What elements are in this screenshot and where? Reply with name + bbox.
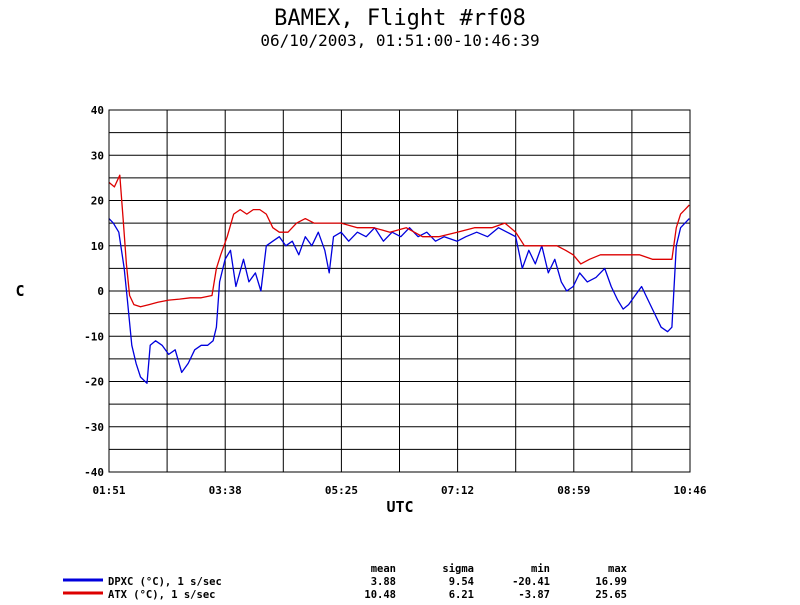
stats-dpxc-min: -20.41 xyxy=(512,576,550,588)
x-axis-label: UTC xyxy=(386,498,413,516)
stats-header-max: max xyxy=(608,563,628,575)
y-tick-label: 40 xyxy=(91,104,104,117)
stats-atx-sigma: 6.21 xyxy=(449,589,474,601)
stats-dpxc-sigma: 9.54 xyxy=(449,576,474,588)
series-line-1 xyxy=(108,174,690,308)
stats-header-min: min xyxy=(531,563,550,575)
y-tick-label: 20 xyxy=(91,195,104,208)
legend-label-dpxc: DPXC (°C), 1 s/sec xyxy=(108,576,222,588)
grid xyxy=(108,109,691,473)
stats-atx-min: -3.87 xyxy=(518,589,550,601)
plot-frame xyxy=(108,109,691,473)
x-tick-label: 03:38 xyxy=(209,484,242,497)
legend-label-atx: ATX (°C), 1 s/sec xyxy=(108,589,215,601)
y-tick-label: 30 xyxy=(91,149,104,162)
stats-header-sigma: sigma xyxy=(442,563,474,575)
y-tick-label: -30 xyxy=(84,421,104,434)
x-tick-label: 08:59 xyxy=(557,484,590,497)
stats-atx-max: 25.65 xyxy=(595,589,627,601)
stats-header-mean: mean xyxy=(371,563,396,575)
stats-dpxc-mean: 3.88 xyxy=(371,576,396,588)
stats-atx-mean: 10.48 xyxy=(364,589,396,601)
chart-subtitle: 06/10/2003, 01:51:00-10:46:39 xyxy=(260,31,539,50)
y-tick-label: 0 xyxy=(97,285,104,298)
y-axis-label: C xyxy=(15,282,24,300)
series-line-0 xyxy=(108,218,690,384)
series-lines xyxy=(108,174,690,384)
y-tick-label: 10 xyxy=(91,240,104,253)
x-axis-ticks: 01:51 03:38 05:25 07:12 08:59 10:46 xyxy=(92,484,706,497)
y-tick-label: -10 xyxy=(84,330,104,343)
x-tick-label: 07:12 xyxy=(441,484,474,497)
x-tick-label: 10:46 xyxy=(673,484,706,497)
chart-title: BAMEX, Flight #rf08 xyxy=(274,6,526,31)
x-tick-label: 05:25 xyxy=(325,484,358,497)
y-tick-label: -40 xyxy=(84,466,104,479)
stats-table: mean sigma min max DPXC (°C), 1 s/sec 3.… xyxy=(63,563,628,601)
stats-dpxc-max: 16.99 xyxy=(595,576,627,588)
x-tick-label: 01:51 xyxy=(92,484,125,497)
y-tick-label: -20 xyxy=(84,376,104,389)
y-axis-ticks: 40 30 20 10 0 -10 -20 -30 -40 xyxy=(84,104,104,479)
